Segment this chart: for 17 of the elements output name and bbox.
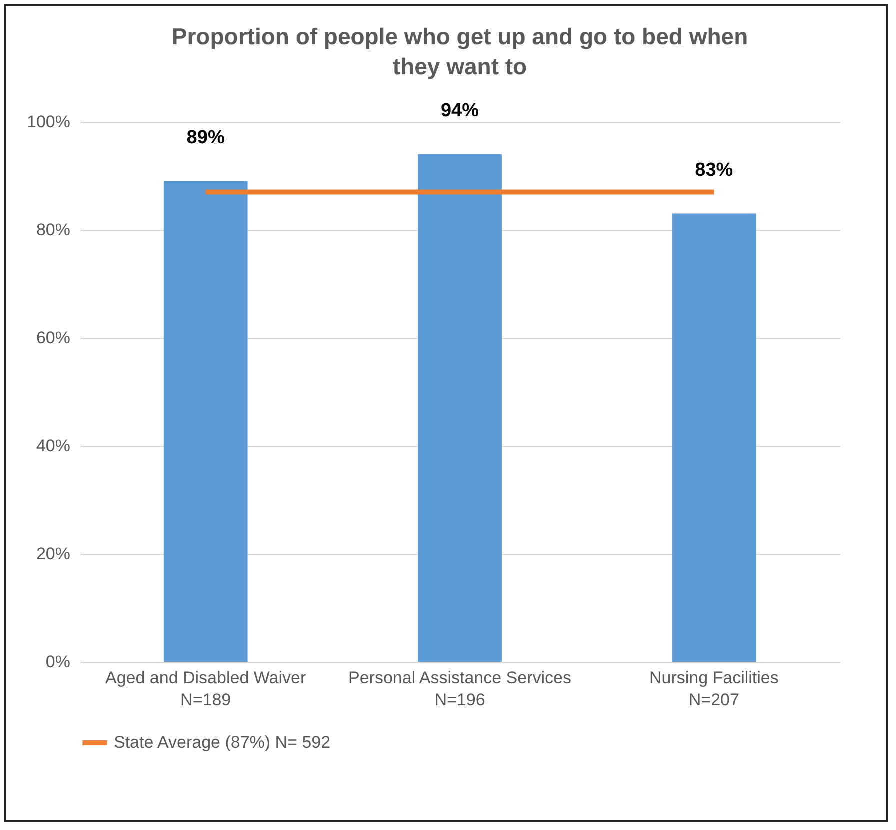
y-tick-label: 80%	[36, 220, 70, 240]
legend-label: State Average (87%) N= 592	[114, 733, 331, 752]
y-tick-label: 60%	[36, 328, 70, 348]
data-label: 94%	[440, 100, 480, 122]
y-tick-label: 0%	[46, 652, 70, 672]
bar	[164, 181, 248, 662]
x-tick-label: Personal Assistance Services N=196	[348, 668, 572, 710]
chart-title: Proportion of people who get up and go to bed when they want to	[172, 23, 748, 80]
bar	[418, 154, 502, 662]
y-tick-label: 100%	[27, 112, 70, 132]
data-label: 89%	[186, 127, 225, 148]
y-tick-label: 40%	[36, 436, 70, 456]
data-label: 83%	[695, 160, 734, 181]
x-tick-label: Nursing Facilities N=207	[649, 668, 779, 710]
bar	[672, 214, 756, 662]
y-tick-label: 20%	[36, 544, 70, 564]
x-tick-label: Aged and Disabled Waiver N=189	[105, 668, 306, 710]
